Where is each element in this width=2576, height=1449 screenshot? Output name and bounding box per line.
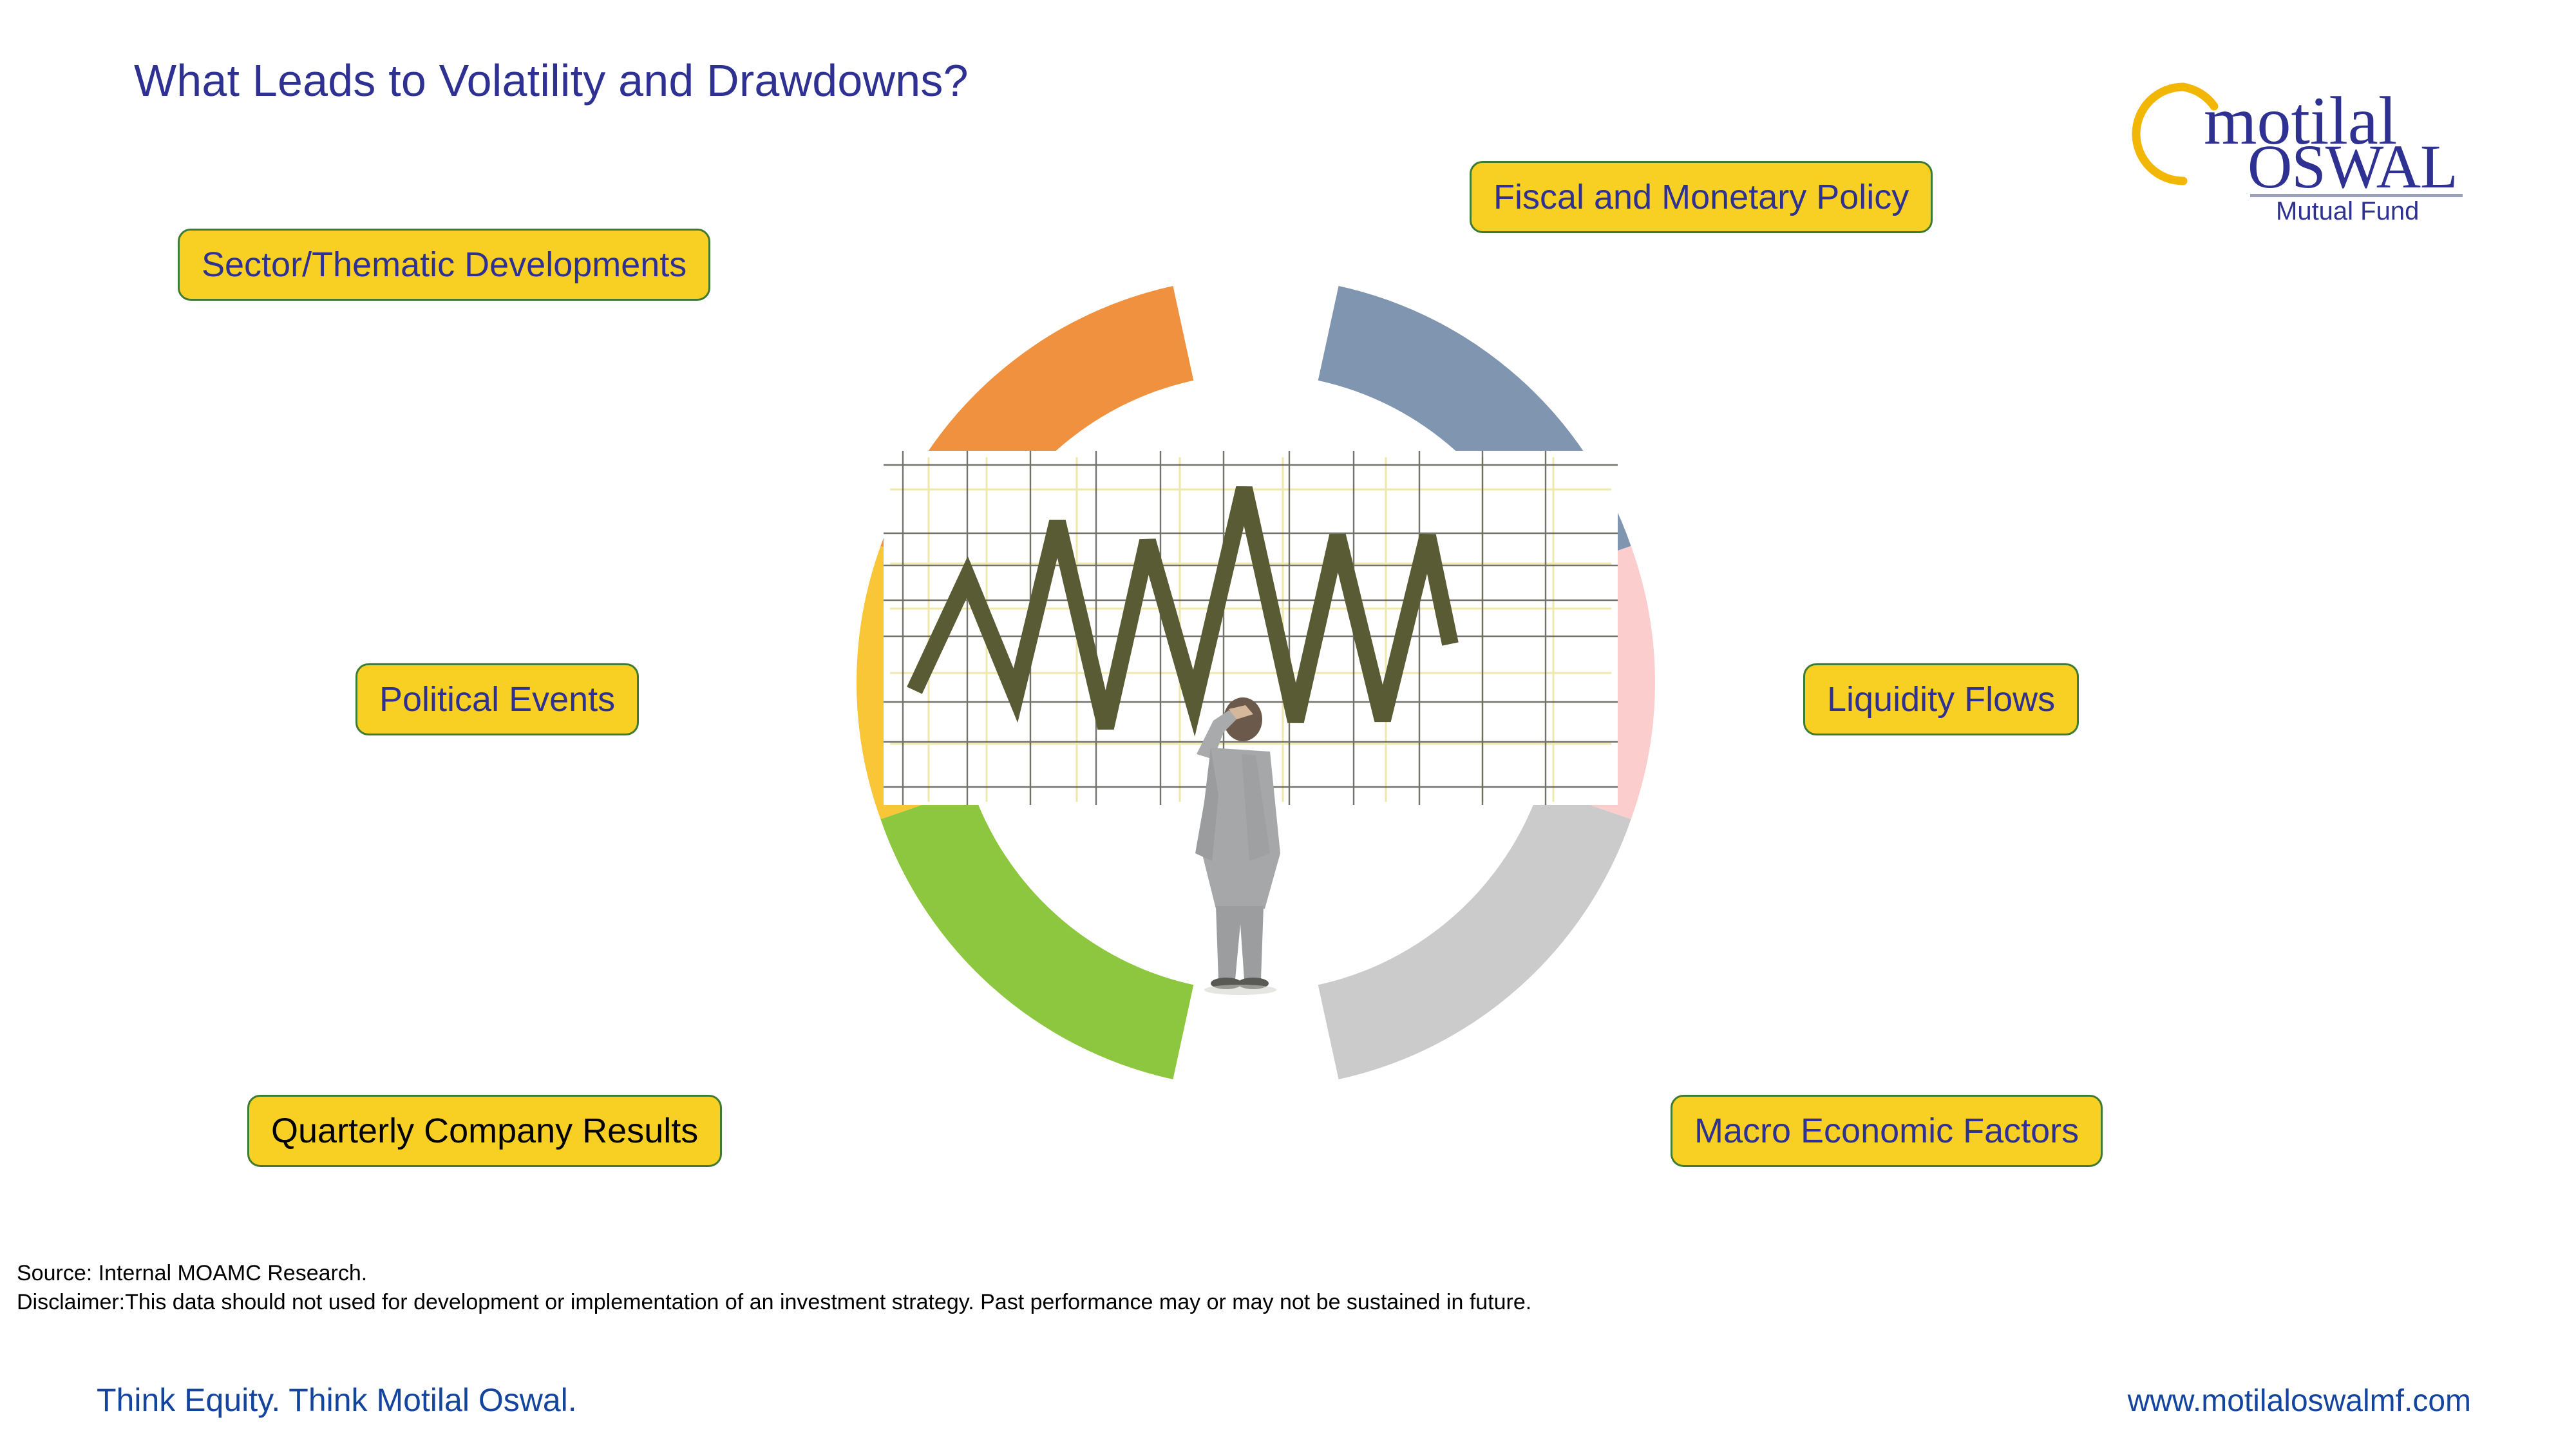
logo-brand-top: motilal [2204, 83, 2397, 158]
ring-segment-macro [1318, 788, 1631, 1079]
label-political-events[interactable]: Political Events [355, 663, 639, 735]
label-sector-thematic-developments[interactable]: Sector/Thematic Developments [178, 229, 711, 301]
ring-segment-quarterly [880, 788, 1194, 1079]
source-note: Source: Internal MOAMC Research. [17, 1261, 368, 1285]
volatility-chart-image [884, 451, 1618, 805]
website-url[interactable]: www.motilaloswalmf.com [2127, 1384, 2471, 1418]
label-fiscal-and-monetary-policy[interactable]: Fiscal and Monetary Policy [1470, 161, 1933, 233]
logo-brand-bottom: OSWAL [2248, 132, 2458, 201]
label-quarterly-company-results[interactable]: Quarterly Company Results [247, 1095, 723, 1167]
tagline: Think Equity. Think Motilal Oswal. [97, 1382, 577, 1418]
page-title: What Leads to Volatility and Drawdowns? [134, 55, 969, 106]
gold-circle-icon [2132, 82, 2219, 185]
disclaimer-note: Disclaimer:This data should not used for… [17, 1290, 1532, 1314]
label-macro-economic-factors[interactable]: Macro Economic Factors [1671, 1095, 2103, 1167]
zigzag-line [907, 486, 1459, 737]
motilal-oswal-logo: motilal OSWAL Mutual Fund [2101, 61, 2500, 222]
logo-sub: Mutual Fund [2276, 197, 2419, 222]
businessman-figure [1173, 692, 1302, 995]
label-liquidity-flows[interactable]: Liquidity Flows [1803, 663, 2079, 735]
